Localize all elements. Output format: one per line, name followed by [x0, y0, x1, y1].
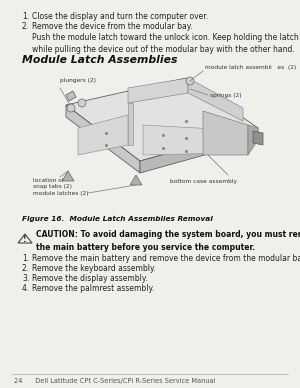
Text: 1.: 1. — [22, 12, 29, 21]
Text: 2.: 2. — [22, 22, 29, 31]
Polygon shape — [130, 175, 142, 185]
Polygon shape — [66, 78, 258, 161]
Text: Remove the keyboard assembly.: Remove the keyboard assembly. — [32, 264, 156, 273]
Polygon shape — [188, 78, 243, 121]
Text: !: ! — [23, 236, 27, 244]
Text: springs (2): springs (2) — [210, 92, 242, 97]
Polygon shape — [62, 171, 74, 181]
Polygon shape — [66, 105, 140, 173]
Text: CAUTION: To avoid damaging the system board, you must remove
the main battery be: CAUTION: To avoid damaging the system bo… — [36, 230, 300, 251]
Polygon shape — [66, 91, 76, 101]
Text: Push the module latch toward the unlock icon. Keep holding the latch open
while : Push the module latch toward the unlock … — [32, 33, 300, 54]
Text: 4.: 4. — [22, 284, 29, 293]
Text: 3.: 3. — [22, 274, 29, 283]
Circle shape — [67, 104, 75, 112]
Text: 2.: 2. — [22, 264, 29, 273]
Text: Remove the display assembly.: Remove the display assembly. — [32, 274, 148, 283]
Text: Remove the palmrest assembly.: Remove the palmrest assembly. — [32, 284, 154, 293]
Text: Remove the device from the modular bay.: Remove the device from the modular bay. — [32, 22, 193, 31]
Polygon shape — [248, 125, 258, 155]
Polygon shape — [18, 234, 32, 243]
Text: bottom case assembly: bottom case assembly — [169, 179, 236, 184]
Text: plungers (2): plungers (2) — [60, 78, 96, 83]
Text: Close the display and turn the computer over.: Close the display and turn the computer … — [32, 12, 208, 21]
Polygon shape — [78, 115, 128, 155]
Polygon shape — [128, 103, 133, 145]
Circle shape — [186, 77, 194, 85]
Circle shape — [78, 99, 86, 107]
Text: Figure 16.  Module Latch Assemblies Removal: Figure 16. Module Latch Assemblies Remov… — [22, 216, 213, 222]
Text: Remove the main battery and remove the device from the modular bay.: Remove the main battery and remove the d… — [32, 254, 300, 263]
Text: Module Latch Assemblies: Module Latch Assemblies — [22, 55, 178, 65]
Text: module latch assembli   es  (2): module latch assembli es (2) — [205, 65, 296, 70]
Text: 1.: 1. — [22, 254, 29, 263]
Polygon shape — [143, 125, 233, 155]
Text: location of
snap tabs (2): location of snap tabs (2) — [33, 178, 72, 189]
Polygon shape — [128, 78, 188, 103]
Polygon shape — [203, 111, 248, 155]
Polygon shape — [140, 128, 258, 173]
Polygon shape — [253, 131, 263, 145]
Text: 24      Dell Latitude CPt C-Series/CPi R-Series Service Manual: 24 Dell Latitude CPt C-Series/CPi R-Seri… — [14, 378, 215, 384]
Text: module latches (2): module latches (2) — [33, 191, 88, 196]
